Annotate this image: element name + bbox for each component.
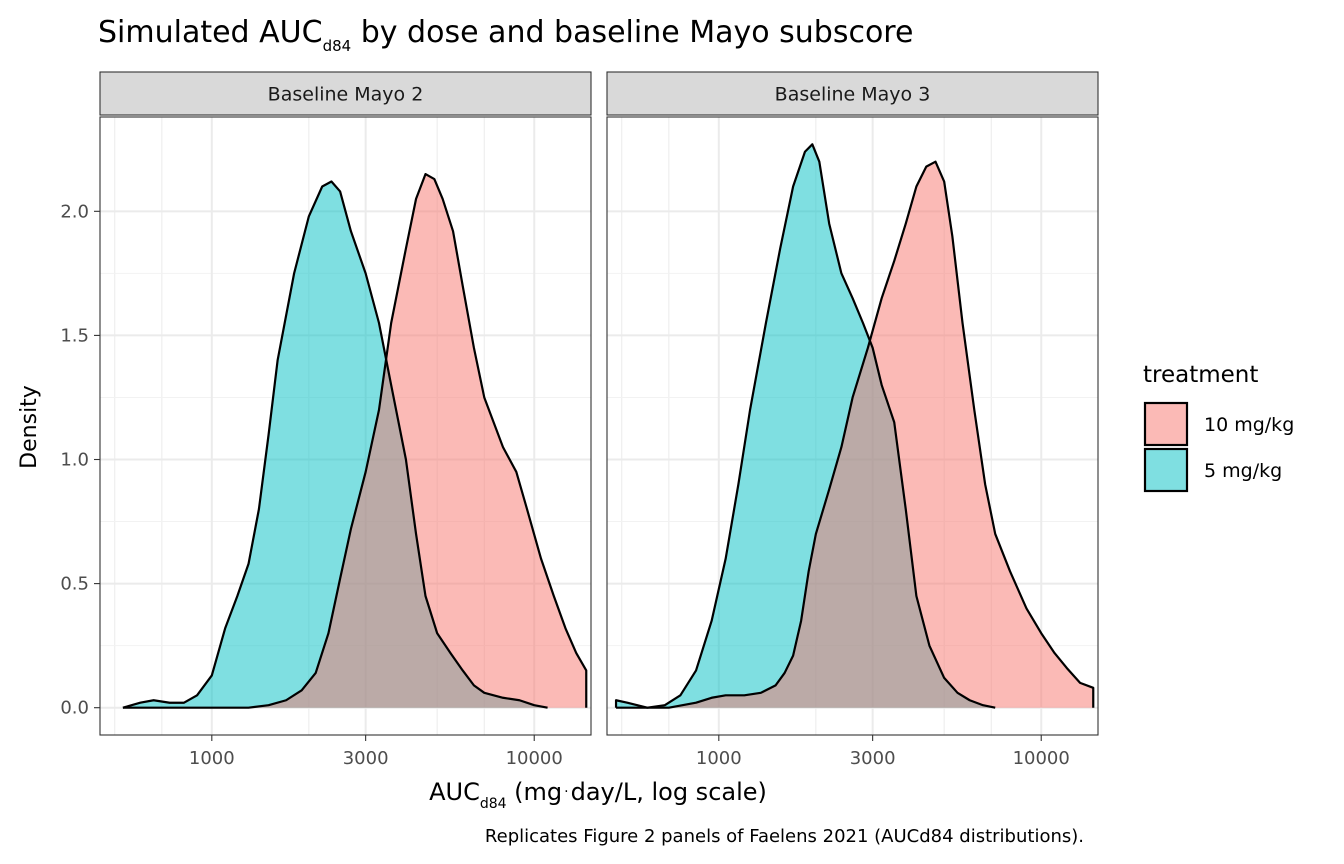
- x-axis-title: AUCd84 (mg ·day/L, log scale): [429, 778, 767, 812]
- legend-label: 10 mg/kg: [1204, 414, 1294, 436]
- panel-border: [99, 116, 592, 736]
- x-tick-label: 10000: [506, 748, 563, 769]
- x-tick-label: 10000: [1013, 748, 1070, 769]
- density-area-5-mg-kg: [122, 181, 548, 708]
- density-outline-5-mg-kg: [614, 143, 996, 709]
- facet-strip: [606, 71, 1099, 116]
- density-areas: [614, 143, 1095, 709]
- x-tick-label: 1000: [696, 748, 742, 769]
- legend: treatment 10 mg/kg 5 mg/kg: [1143, 362, 1294, 493]
- panel-border: [606, 116, 1099, 736]
- density-outline-10-mg-kg: [122, 172, 588, 709]
- density-areas: [122, 172, 588, 709]
- x-tick-label: 3000: [850, 748, 896, 769]
- x-tick-label: 3000: [343, 748, 389, 769]
- y-tick-label: 0.0: [60, 698, 89, 719]
- y-axis-title: Density: [17, 385, 42, 469]
- y-tick-label: 1.0: [60, 450, 89, 471]
- y-tick-label: 1.5: [60, 325, 89, 346]
- legend-title: treatment: [1143, 362, 1258, 388]
- density-outline-5-mg-kg: [122, 180, 548, 709]
- x-tick-label: 1000: [189, 748, 235, 769]
- panel-1: Baseline Mayo 2 1000 3000 10000 0.0 0.5 1.0 1.5…: [60, 71, 592, 769]
- facet-strip: [99, 71, 592, 116]
- legend-item: 10 mg/kg: [1143, 401, 1294, 447]
- legend-items: 10 mg/kg 5 mg/kg: [1143, 401, 1294, 493]
- legend-label: 5 mg/kg: [1204, 460, 1282, 482]
- facet-label: Baseline Mayo 2: [268, 84, 424, 106]
- facet-label: Baseline Mayo 3: [775, 84, 931, 106]
- y-tick-label: 2.0: [60, 201, 89, 222]
- legend-swatch: [1143, 401, 1189, 447]
- density-outline-10-mg-kg: [616, 160, 1095, 709]
- legend-swatch: [1143, 447, 1189, 493]
- panels: Baseline Mayo 2 1000 3000 10000 0.0 0.5 1.0 1.5…: [60, 71, 1099, 769]
- caption: Replicates Figure 2 panels of Faelens 20…: [485, 826, 1084, 847]
- chart-title: Simulated AUCd84 by dose and baseline Ma…: [98, 15, 913, 55]
- density-area-10-mg-kg: [122, 174, 587, 708]
- panel-2: Baseline Mayo 3 1000 3000 10000: [606, 71, 1099, 769]
- legend-item: 5 mg/kg: [1143, 447, 1282, 493]
- density-area-10-mg-kg: [616, 161, 1094, 708]
- y-tick-label: 0.5: [60, 574, 89, 595]
